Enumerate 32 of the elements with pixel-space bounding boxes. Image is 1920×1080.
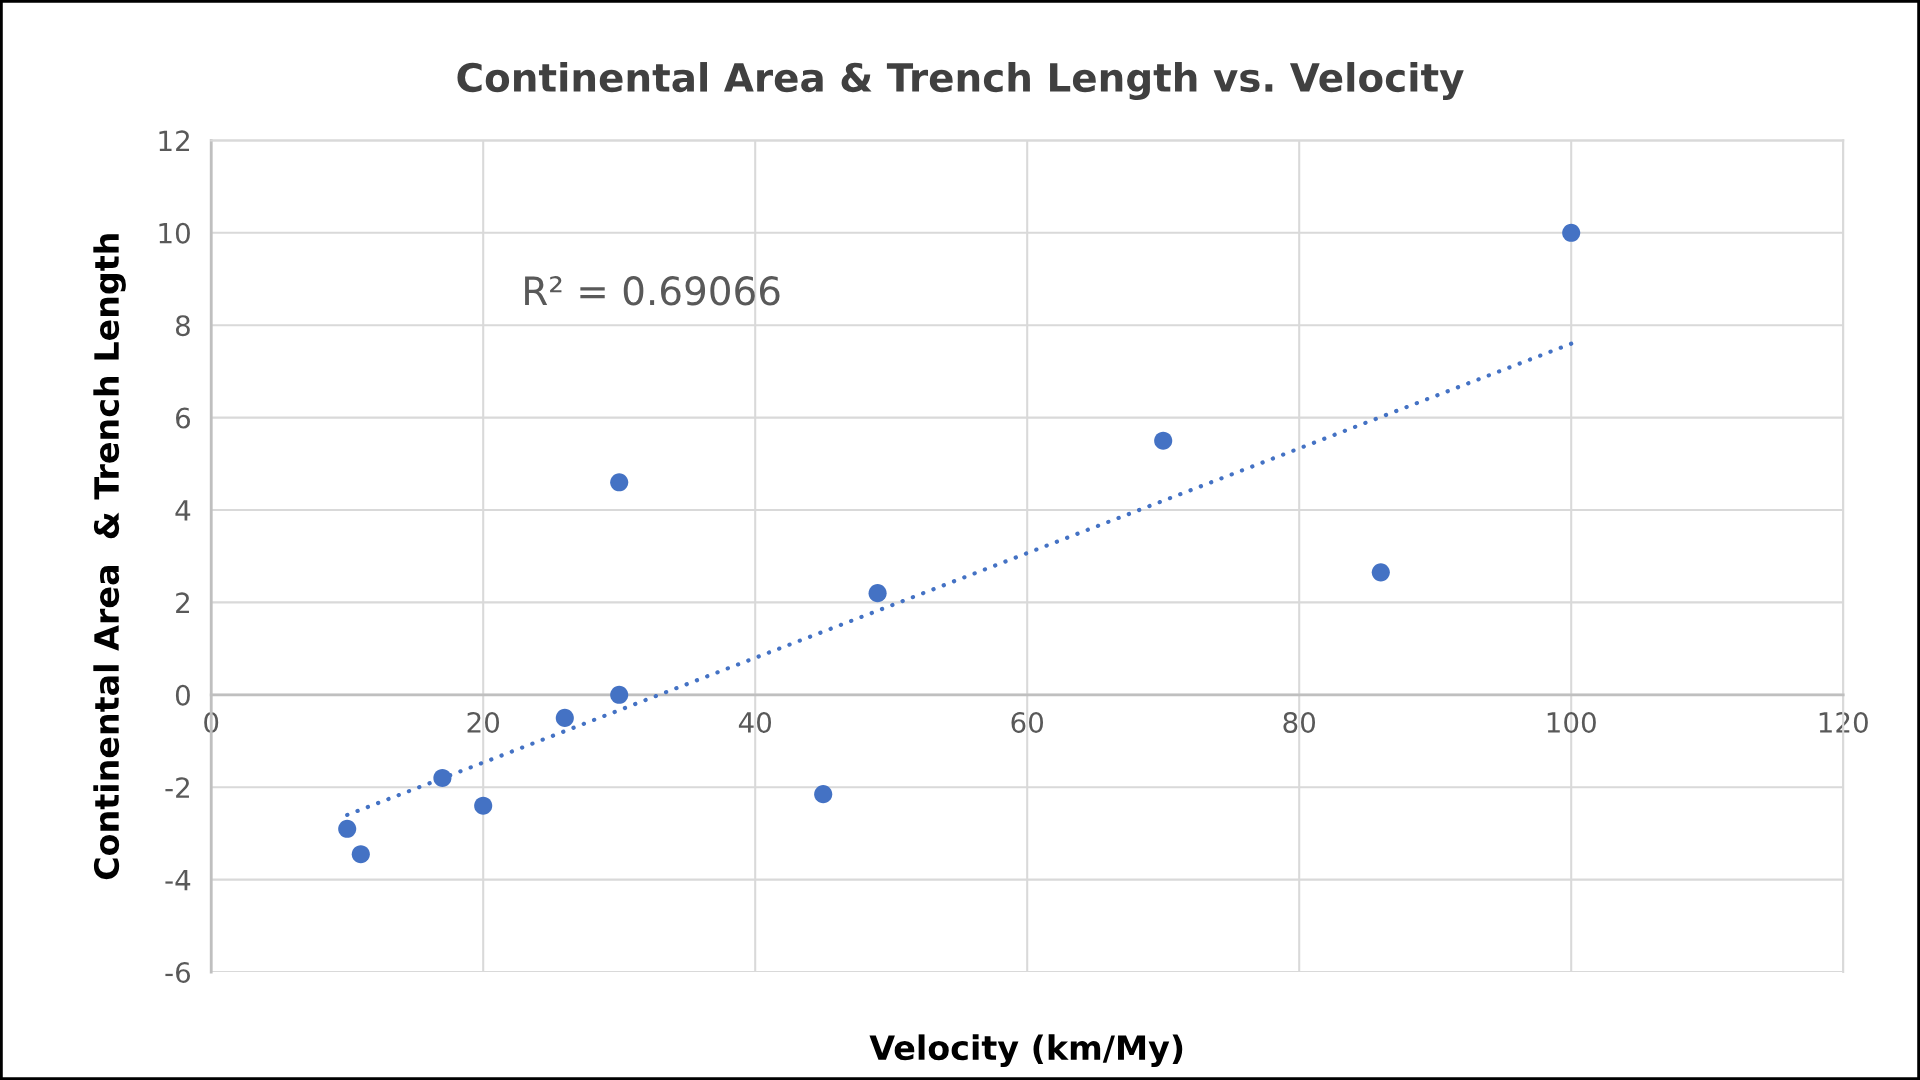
x-tick-label: 100 bbox=[1547, 711, 1596, 733]
x-tick-label: 120 bbox=[1819, 711, 1868, 733]
y-tick-label: 4 bbox=[175, 500, 191, 521]
y-tick-label: -2 bbox=[165, 777, 189, 798]
point bbox=[868, 584, 887, 603]
y-tick-label: 6 bbox=[176, 407, 191, 429]
point bbox=[1371, 563, 1390, 582]
y-tick-label: 10 bbox=[159, 222, 190, 244]
point bbox=[814, 785, 833, 804]
y-tick-label: 2 bbox=[176, 592, 189, 613]
point bbox=[610, 685, 629, 704]
point bbox=[555, 708, 574, 727]
annotation: R² = 0.69066 bbox=[525, 276, 780, 306]
y-axis-title: Continental Area & Trench Length bbox=[93, 234, 126, 880]
x-tick-label: 60 bbox=[1011, 711, 1044, 733]
point bbox=[338, 819, 357, 838]
point bbox=[610, 473, 629, 492]
y-tick-label: -4 bbox=[165, 869, 191, 891]
chart-title: Continental Area & Trench Length vs. Velocity bbox=[457, 62, 1464, 100]
point bbox=[1154, 431, 1173, 450]
y-tick-label: 8 bbox=[175, 315, 190, 337]
x-tick-label: 80 bbox=[1283, 711, 1316, 733]
y-tick-label: 0 bbox=[175, 684, 190, 706]
y-tick-label: 12 bbox=[159, 130, 189, 151]
point bbox=[474, 796, 493, 815]
x-tick-label: 40 bbox=[738, 711, 772, 733]
x-axis-title: Velocity (km/My) bbox=[869, 1034, 1183, 1067]
x-tick-label: 20 bbox=[467, 711, 500, 733]
point bbox=[433, 768, 452, 788]
point bbox=[351, 845, 370, 864]
y-tick-label: -6 bbox=[165, 961, 191, 983]
point bbox=[1562, 223, 1581, 242]
